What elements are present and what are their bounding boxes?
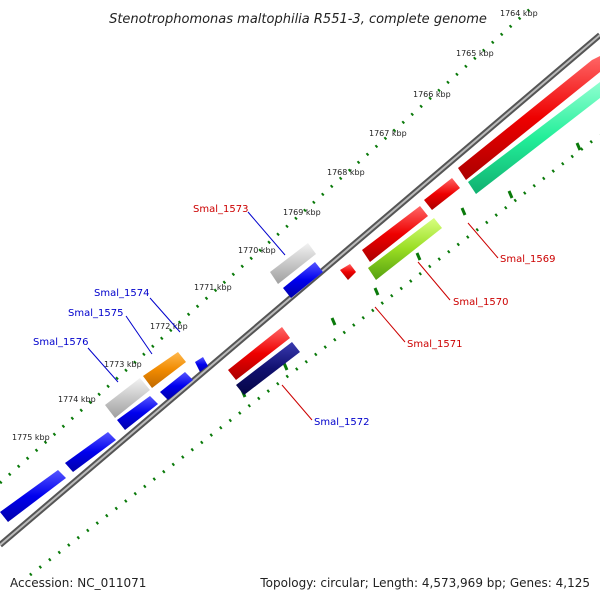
gene-arrow-blue[interactable]	[195, 357, 208, 372]
gene-arrow-red[interactable]	[458, 56, 600, 180]
gene-label-smal_1574[interactable]: Smal_1574	[94, 288, 149, 299]
tick-label: 1770 kbp	[238, 246, 276, 255]
gene-arrow-red[interactable]	[424, 178, 460, 210]
map-title: Stenotrophomonas maltophilia R551-3, com…	[109, 12, 487, 27]
gene-arrow-blue[interactable]	[283, 262, 323, 298]
inner-tick-marks	[240, 142, 582, 398]
gene-label-smal_1569[interactable]: Smal_1569	[500, 254, 555, 265]
gene-arrow-blue[interactable]	[0, 470, 66, 522]
tick-label: 1772 kbp	[150, 322, 188, 331]
gene-navy[interactable]	[236, 342, 300, 395]
tick-label: 1768 kbp	[327, 168, 365, 177]
tick-label: 1769 kbp	[283, 208, 321, 217]
tick-label: 1767 kbp	[369, 129, 407, 138]
gene-teal[interactable]	[468, 82, 600, 194]
genome-summary: Topology: circular; Length: 4,573,969 bp…	[260, 576, 590, 590]
gene-arrow-blue[interactable]	[117, 396, 158, 430]
gene-arrow-blue[interactable]	[160, 372, 193, 400]
accession-label: Accession: NC_011071	[10, 576, 147, 590]
gene-lime[interactable]	[368, 218, 442, 280]
tick-label: 1774 kbp	[58, 395, 96, 404]
gene-label-smal_1575[interactable]: Smal_1575	[68, 308, 123, 319]
gene-gray[interactable]	[270, 243, 316, 284]
tick-label: 1775 kbp	[12, 433, 50, 442]
tick-label: 1764 kbp	[500, 9, 538, 18]
gene-arrow-blue[interactable]	[65, 432, 116, 472]
tick-label: 1773 kbp	[104, 360, 142, 369]
gene-gray[interactable]	[105, 378, 150, 418]
gene-label-smal_1570[interactable]: Smal_1570	[453, 297, 508, 308]
gene-arrow-red[interactable]	[340, 264, 356, 280]
feature-track	[0, 56, 600, 522]
gene-label-smal_1572[interactable]: Smal_1572	[314, 417, 369, 428]
inner-guide-line	[29, 133, 600, 577]
tick-label: 1766 kbp	[413, 90, 451, 99]
gene-label-smal_1573[interactable]: Smal_1573	[193, 204, 248, 215]
gene-arrow-red[interactable]	[362, 206, 428, 262]
gene-label-smal_1576[interactable]: Smal_1576	[33, 337, 88, 348]
gene-label-smal_1571[interactable]: Smal_1571	[407, 339, 462, 350]
gene-orange[interactable]	[143, 352, 186, 388]
gene-arrow-red[interactable]	[228, 327, 290, 380]
tick-label: 1765 kbp	[456, 49, 494, 58]
tick-label: 1771 kbp	[194, 283, 232, 292]
